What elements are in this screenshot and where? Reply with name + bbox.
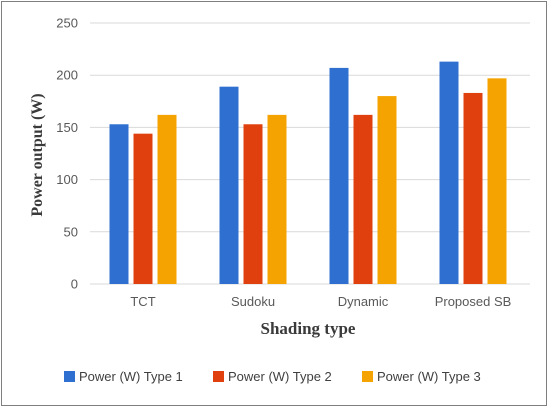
y-tick-label: 250 — [56, 16, 78, 31]
bars — [109, 61, 507, 285]
bar-tct-series-1 — [109, 124, 129, 284]
x-tick-label: Sudoku — [231, 294, 275, 309]
y-tick-label: 150 — [56, 120, 78, 135]
bar-dynamic-series-2 — [353, 114, 373, 284]
legend-label: Power (W) Type 3 — [377, 369, 481, 384]
y-tick-label: 0 — [71, 277, 78, 292]
bar-proposed-sb-series-3 — [487, 78, 507, 284]
legend-label: Power (W) Type 2 — [228, 369, 332, 384]
bar-tct-series-2 — [133, 133, 153, 284]
legend: Power (W) Type 1 Power (W) Type 2 Power (W… — [64, 369, 481, 384]
y-tick-label: 200 — [56, 68, 78, 83]
y-tick-label: 50 — [64, 224, 78, 239]
x-tick-label: Dynamic — [338, 294, 389, 309]
legend-swatch — [213, 371, 224, 382]
bar-tct-series-3 — [157, 114, 177, 284]
x-axis-title: Shading type — [261, 319, 356, 338]
bar-proposed-sb-series-1 — [439, 61, 459, 285]
bar-sudoku-series-1 — [219, 86, 239, 285]
y-axis-title: Power output (W) — [29, 93, 46, 216]
legend-swatch — [362, 371, 373, 382]
bar-proposed-sb-series-2 — [463, 92, 483, 284]
x-tick-labels: TCT Sudoku Dynamic Proposed SB — [130, 294, 511, 309]
x-tick-label: Proposed SB — [435, 294, 512, 309]
y-tick-labels: 0 50 100 150 200 250 — [56, 16, 78, 292]
bar-sudoku-series-2 — [243, 124, 263, 284]
legend-swatch — [64, 371, 75, 382]
y-tick-label: 100 — [56, 172, 78, 187]
x-tick-label: TCT — [130, 294, 155, 309]
bar-sudoku-series-3 — [267, 114, 287, 284]
bar-dynamic-series-3 — [377, 96, 397, 284]
bar-dynamic-series-1 — [329, 67, 349, 284]
legend-label: Power (W) Type 1 — [79, 369, 183, 384]
